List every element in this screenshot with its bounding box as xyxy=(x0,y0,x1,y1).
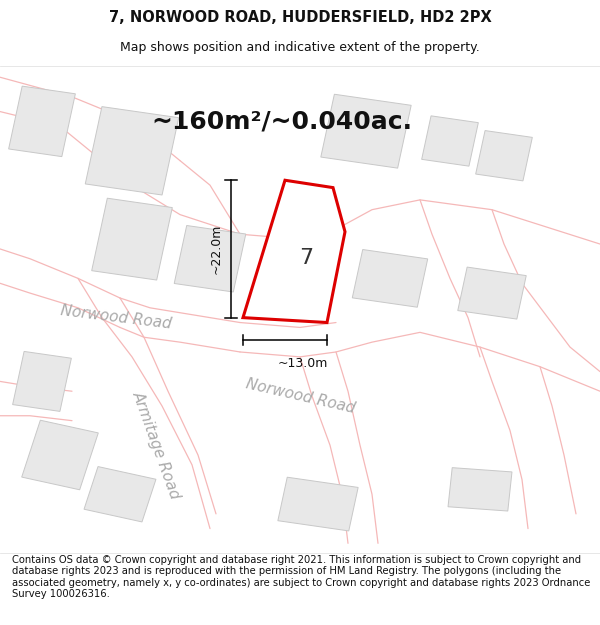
Text: Norwood Road: Norwood Road xyxy=(244,376,356,416)
Text: Armitage Road: Armitage Road xyxy=(130,389,182,501)
Polygon shape xyxy=(13,351,71,411)
Polygon shape xyxy=(174,226,246,292)
Text: Map shows position and indicative extent of the property.: Map shows position and indicative extent… xyxy=(120,41,480,54)
Polygon shape xyxy=(84,467,156,522)
Text: ~160m²/~0.040ac.: ~160m²/~0.040ac. xyxy=(151,109,413,133)
Polygon shape xyxy=(352,249,428,308)
Text: Contains OS data © Crown copyright and database right 2021. This information is : Contains OS data © Crown copyright and d… xyxy=(12,554,590,599)
Polygon shape xyxy=(92,198,172,280)
Text: 7, NORWOOD ROAD, HUDDERSFIELD, HD2 2PX: 7, NORWOOD ROAD, HUDDERSFIELD, HD2 2PX xyxy=(109,10,491,25)
Polygon shape xyxy=(422,116,478,166)
Polygon shape xyxy=(458,267,526,319)
Polygon shape xyxy=(321,94,411,168)
Polygon shape xyxy=(22,420,98,490)
Text: ~22.0m: ~22.0m xyxy=(209,224,223,274)
Text: ~13.0m: ~13.0m xyxy=(278,357,328,370)
Text: Norwood Road: Norwood Road xyxy=(60,303,173,332)
Polygon shape xyxy=(85,107,179,195)
Polygon shape xyxy=(8,86,76,157)
Polygon shape xyxy=(476,131,532,181)
Text: 7: 7 xyxy=(299,248,314,268)
Polygon shape xyxy=(448,468,512,511)
Polygon shape xyxy=(278,478,358,531)
Polygon shape xyxy=(243,180,345,322)
